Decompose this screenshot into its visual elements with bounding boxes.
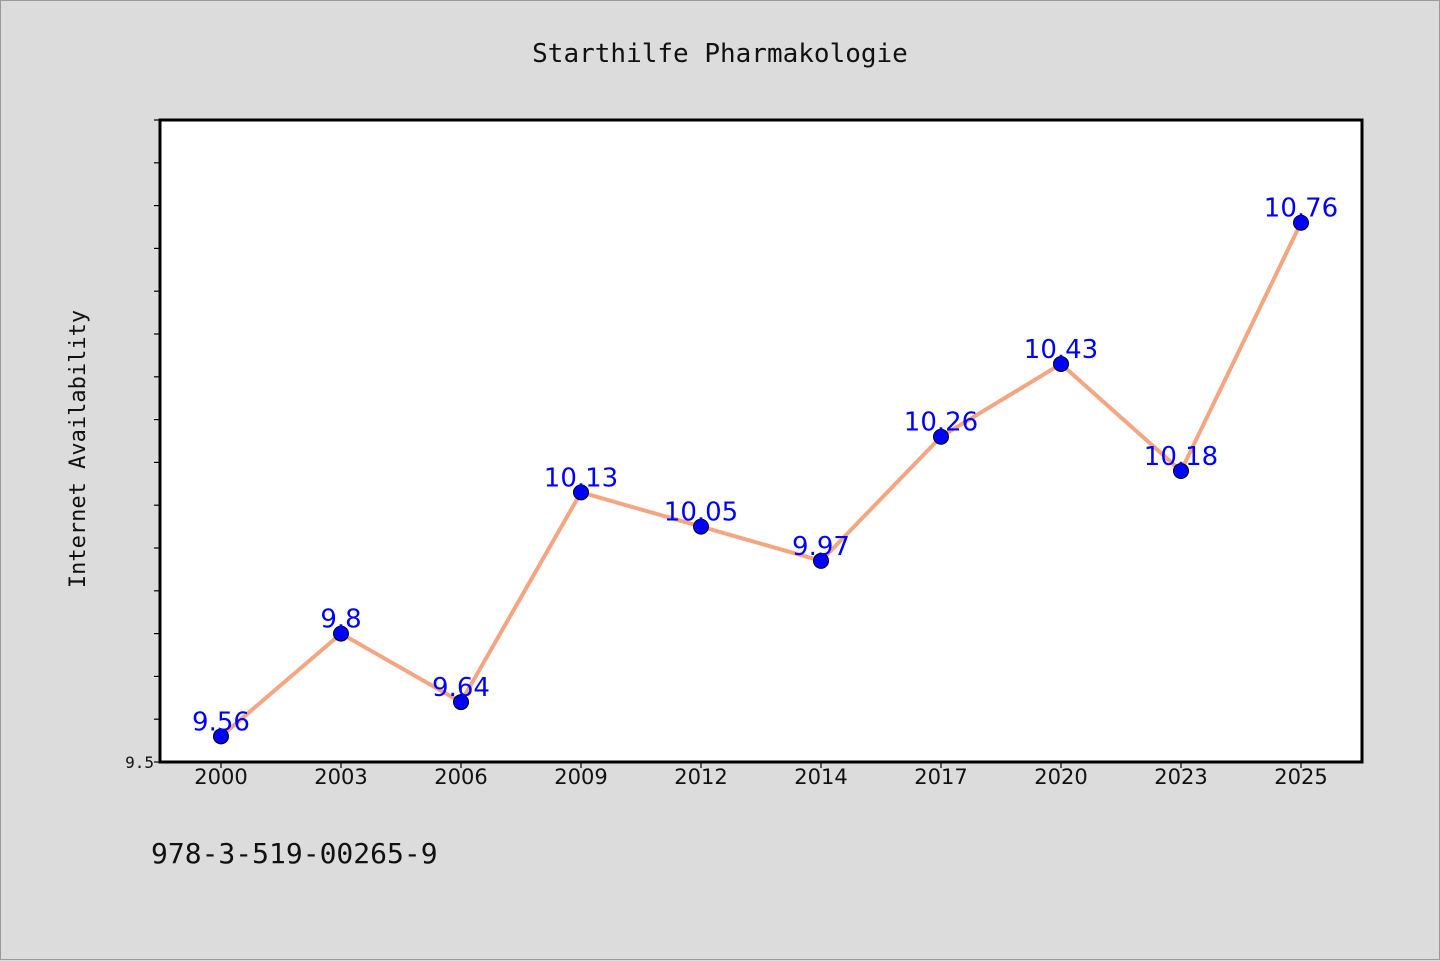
- x-tick-label: 2023: [1154, 765, 1207, 789]
- data-label: 10.26: [904, 408, 978, 438]
- data-labels: 9.56 9.8 9.64 10.13 10.05 9.97 10.26 10.43 10.18…: [192, 194, 1338, 738]
- chart-title: Starthilfe Pharmakologie: [532, 39, 908, 69]
- data-label: 9.56: [192, 707, 250, 737]
- data-label: 9.64: [432, 673, 490, 703]
- data-label: 10.76: [1264, 194, 1338, 224]
- data-label: 10.13: [544, 463, 618, 493]
- y-tick-label: 9.5: [125, 753, 154, 772]
- x-tick-label: 2003: [314, 765, 367, 789]
- data-label: 10.18: [1144, 442, 1218, 472]
- x-tick-label: 2000: [194, 765, 247, 789]
- data-label: 9.97: [792, 532, 850, 562]
- series-markers: [213, 214, 1309, 745]
- x-tick-label: 2017: [914, 765, 967, 789]
- x-tick-label: 2006: [434, 765, 487, 789]
- data-point: [933, 428, 949, 445]
- x-tick-label: 2020: [1034, 765, 1087, 789]
- y-axis-label: Internet Availability: [66, 310, 91, 588]
- x-tick-label: 2014: [794, 765, 847, 789]
- data-label: 9.8: [320, 605, 361, 635]
- x-tick-label: 2012: [674, 765, 727, 789]
- x-tick-label: 2009: [554, 765, 607, 789]
- plot-area: [158, 118, 1364, 764]
- data-point: [1293, 214, 1309, 231]
- x-axis-ticks: 2000 2003 2006 2009 2012 2014 2017 2020 2023 2025: [194, 762, 1328, 789]
- data-point: [333, 625, 349, 642]
- series-line: [219, 221, 1303, 738]
- y-axis-ticks: 9.5: [125, 119, 160, 772]
- data-label: 10.05: [664, 498, 738, 528]
- data-point: [213, 728, 229, 745]
- isbn-text: 978-3-519-00265-9: [151, 837, 438, 870]
- data-point: [693, 518, 709, 535]
- x-tick-label: 2025: [1274, 765, 1327, 789]
- data-point: [453, 694, 469, 711]
- series-polyline: [219, 221, 1303, 738]
- data-point: [813, 552, 829, 569]
- data-label: 10.43: [1024, 335, 1098, 365]
- data-point: [1173, 462, 1189, 479]
- data-point: [573, 484, 589, 501]
- data-point: [1053, 355, 1069, 372]
